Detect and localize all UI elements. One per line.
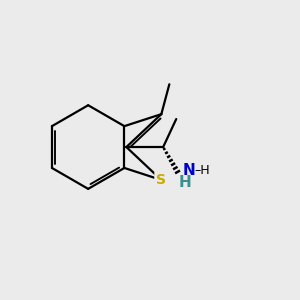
Text: H: H — [179, 175, 191, 190]
Text: S: S — [156, 173, 166, 187]
Text: N: N — [182, 163, 195, 178]
Text: –H: –H — [194, 164, 210, 177]
